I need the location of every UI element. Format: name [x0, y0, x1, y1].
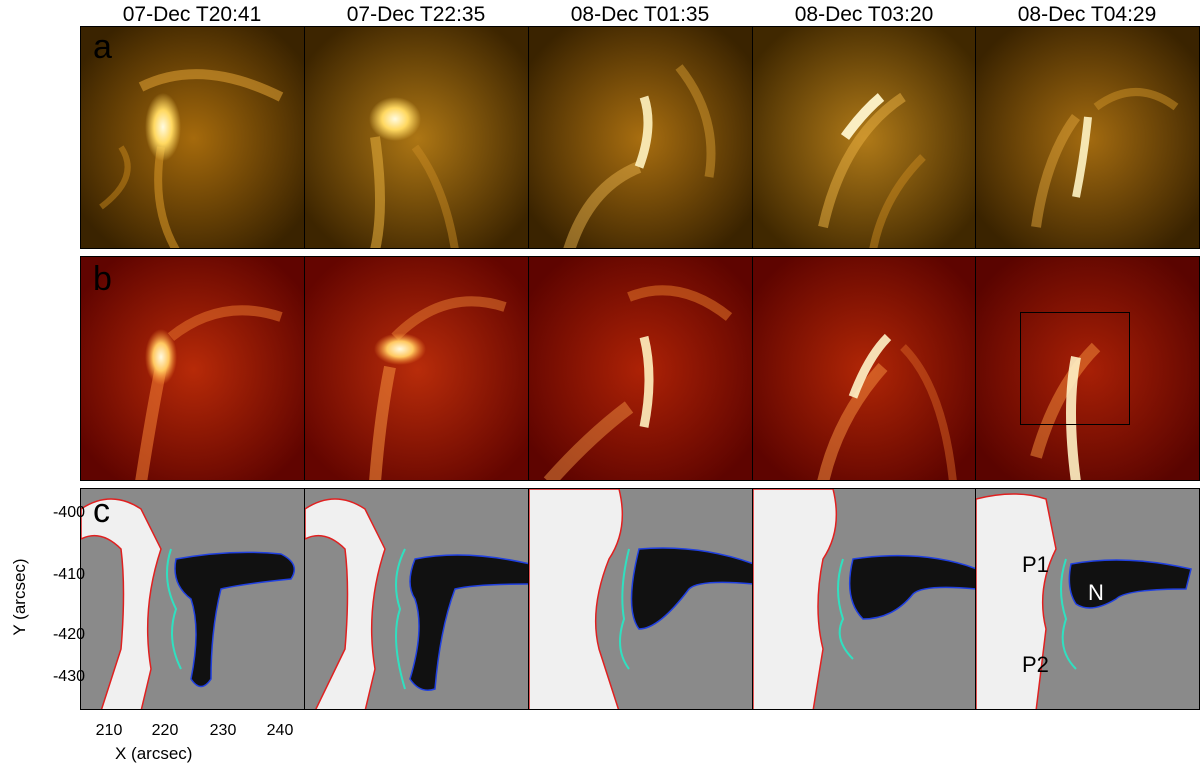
- time-label-5: 08-Dec T04:29: [1017, 3, 1157, 26]
- x-tick-3: 230: [209, 722, 237, 739]
- image-b-1: [80, 256, 305, 481]
- image-b-3: [528, 256, 753, 481]
- time-label-3: 08-Dec T01:35: [570, 3, 710, 26]
- row-label-c: c: [93, 492, 110, 530]
- magnetogram-1: [80, 488, 305, 710]
- magnetogram-3: [528, 488, 753, 710]
- image-b-2: [304, 256, 529, 481]
- magnetogram-2: [304, 488, 529, 710]
- image-a-2: [304, 26, 529, 249]
- region-label-n: N: [1088, 580, 1104, 605]
- region-label-p2: P2: [1022, 652, 1049, 677]
- image-a-1: [80, 26, 305, 249]
- x-tick-1: 210: [95, 722, 123, 739]
- x-tick-4: 240: [266, 722, 294, 739]
- image-a-4: [752, 26, 976, 249]
- image-a-3: [528, 26, 753, 249]
- x-axis-title: X (arcsec): [115, 744, 193, 763]
- time-label-2: 07-Dec T22:35: [346, 3, 486, 26]
- image-a-5: [975, 26, 1200, 249]
- magnetogram-4: [752, 488, 976, 710]
- time-label-1: 07-Dec T20:41: [122, 3, 262, 26]
- region-label-p1: P1: [1022, 552, 1049, 577]
- row-label-b: b: [93, 260, 112, 298]
- magnetogram-5: [975, 488, 1200, 710]
- y-tick-1: -400: [52, 504, 85, 521]
- y-tick-2: -410: [52, 566, 85, 583]
- y-tick-4: -430: [52, 668, 85, 685]
- row-label-a: a: [93, 28, 112, 66]
- image-b-4: [752, 256, 976, 481]
- image-b-5: [975, 256, 1200, 481]
- y-tick-3: -420: [52, 626, 85, 643]
- y-axis-title: Y (arcsec): [10, 558, 29, 636]
- time-label-4: 08-Dec T03:20: [794, 3, 934, 26]
- x-tick-2: 220: [151, 722, 179, 739]
- region-of-interest-box: [1020, 312, 1130, 425]
